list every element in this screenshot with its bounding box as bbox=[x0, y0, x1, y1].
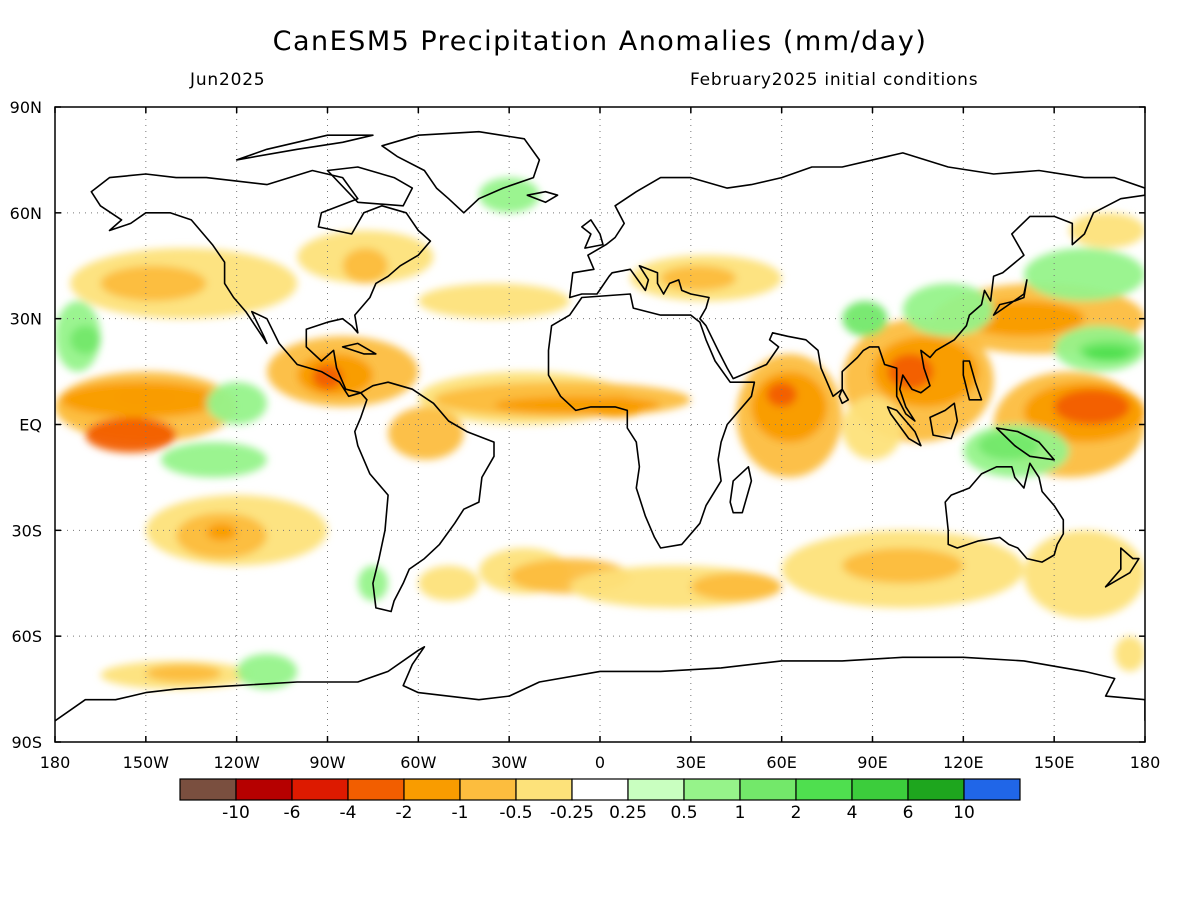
lon-tick-label: 60W bbox=[400, 753, 436, 772]
coastline-sri-lanka bbox=[838, 388, 850, 405]
coastline-arctic-islands bbox=[235, 134, 374, 161]
colorbar-label: 6 bbox=[903, 803, 914, 823]
lon-tick-label: 90W bbox=[309, 753, 345, 772]
lon-tick-label: 120W bbox=[213, 753, 260, 772]
colorbar-swatch bbox=[795, 778, 853, 801]
lon-tick-label: 120E bbox=[943, 753, 984, 772]
coastline-japan bbox=[992, 279, 1028, 316]
lat-tick-label: 90S bbox=[11, 733, 42, 752]
colorbar-swatch bbox=[347, 778, 405, 801]
colorbar-swatch bbox=[739, 778, 797, 801]
colorbar-swatch bbox=[179, 778, 237, 801]
coastline-philippines bbox=[962, 360, 983, 401]
map-title: CanESM5 Precipitation Anomalies (mm/day) bbox=[272, 26, 928, 57]
coastline-new-guinea bbox=[995, 427, 1055, 461]
lon-tick-label: 150W bbox=[123, 753, 170, 772]
coastline-sumatra bbox=[886, 406, 922, 447]
colorbar-label: 2 bbox=[791, 803, 802, 823]
coastline-south-america bbox=[354, 381, 495, 613]
lat-tick-label: 30S bbox=[11, 521, 42, 540]
lon-tick-label: 30E bbox=[676, 753, 706, 772]
colorbar-label: 0.25 bbox=[609, 803, 647, 823]
coastline-africa bbox=[547, 293, 756, 549]
lat-tick-label: 60S bbox=[11, 627, 42, 646]
colorbar-label: -10 bbox=[222, 803, 250, 823]
colorbar-label: -0.5 bbox=[499, 803, 532, 823]
colorbar-label: 1 bbox=[735, 803, 746, 823]
coastline-antarctica bbox=[55, 646, 1145, 722]
colorbar-label: -2 bbox=[396, 803, 413, 823]
colorbar-label: 4 bbox=[847, 803, 858, 823]
coastline-greenland bbox=[381, 130, 541, 214]
coastline-madagascar bbox=[729, 466, 753, 514]
coastline-new-zealand bbox=[1104, 547, 1140, 588]
colorbar: -10 -6 -4 -2 -1 -0.5 -0.25 0.25 0.5 1 2 4 6 10 bbox=[179, 778, 1021, 823]
coastline-north-america bbox=[90, 169, 432, 398]
anomaly-field bbox=[55, 177, 1145, 690]
colorbar-swatch bbox=[571, 778, 629, 801]
valid-month-label: Jun2025 bbox=[190, 70, 266, 90]
lon-tick-label: 30W bbox=[491, 753, 527, 772]
colorbar-swatch bbox=[403, 778, 461, 801]
lon-tick-label: 180 bbox=[1130, 753, 1161, 772]
longitude-axis: 180 150W 120W 90W 60W 30W 0 30E 60E 90E 120E 150E 18… bbox=[40, 107, 1161, 772]
coastline-australia bbox=[944, 462, 1065, 563]
colorbar-swatch bbox=[459, 778, 517, 801]
lat-tick-label: 30N bbox=[10, 310, 42, 329]
coastlines bbox=[55, 130, 1145, 722]
lon-tick-label: 150E bbox=[1034, 753, 1075, 772]
colorbar-swatch bbox=[963, 778, 1021, 801]
colorbar-label: 0.5 bbox=[670, 803, 697, 823]
lon-tick-label: 60E bbox=[766, 753, 796, 772]
colorbar-swatch bbox=[683, 778, 741, 801]
coastline-cuba bbox=[341, 342, 377, 355]
colorbar-swatch bbox=[235, 778, 293, 801]
colorbar-label: -4 bbox=[340, 803, 357, 823]
colorbar-label: 10 bbox=[953, 803, 975, 823]
coastline-iceland bbox=[526, 190, 559, 204]
lon-tick-label: 0 bbox=[595, 753, 605, 772]
lat-tick-label: 90N bbox=[10, 98, 42, 117]
colorbar-swatch bbox=[291, 778, 349, 801]
lon-tick-label: 90E bbox=[857, 753, 887, 772]
colorbar-swatch bbox=[851, 778, 909, 801]
colorbar-swatch bbox=[627, 778, 685, 801]
coastline-borneo bbox=[929, 402, 959, 440]
colorbar-swatch bbox=[515, 778, 573, 801]
latitude-axis: 90N 60N 30N EQ 30S 60S 90S bbox=[10, 98, 1145, 752]
lon-tick-label: 180 bbox=[40, 753, 71, 772]
colorbar-label: -0.25 bbox=[550, 803, 594, 823]
colorbar-label: -1 bbox=[452, 803, 469, 823]
lat-tick-label: 60N bbox=[10, 204, 42, 223]
coastline-eurasia bbox=[568, 152, 1145, 422]
initial-conditions-label: February2025 initial conditions bbox=[690, 70, 979, 90]
coastline-uk bbox=[581, 219, 604, 249]
lat-tick-label: EQ bbox=[19, 416, 42, 435]
coastline-baffin bbox=[326, 166, 414, 207]
colorbar-swatch bbox=[907, 778, 965, 801]
colorbar-label: -6 bbox=[284, 803, 301, 823]
